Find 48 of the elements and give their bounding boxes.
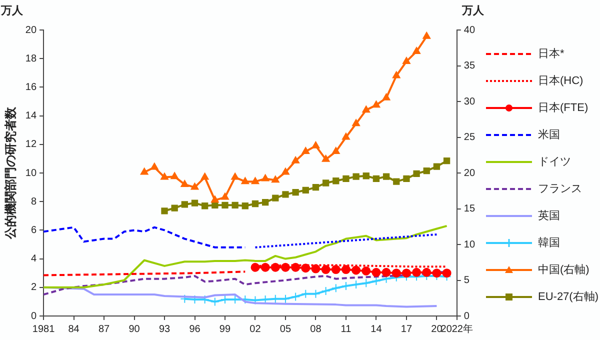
legend-label: 韓国 [538, 236, 560, 250]
legend-label: 中国(右軸) [538, 263, 590, 277]
legend-label: 英国 [538, 209, 560, 223]
x-tick-label: 2022年 [440, 322, 473, 335]
y2-tick-label: 10 [464, 239, 476, 250]
x-tick-label: 17 [400, 324, 412, 335]
y2-tick-label: 40 [464, 24, 476, 36]
x-tick-label: 90 [128, 324, 140, 335]
legend-label: フランス [538, 182, 582, 196]
x-tick-label: 14 [370, 324, 382, 335]
legend-label: 日本(FTE) [538, 101, 588, 115]
x-tick-label: 08 [310, 324, 322, 335]
x-tick-label: 99 [219, 324, 231, 335]
y2-tick-label: 35 [464, 60, 476, 72]
y-tick-label: 6 [30, 224, 37, 236]
text: 万人 [0, 5, 24, 17]
x-tick-label: 11 [340, 324, 352, 335]
legend-label: EU-27(右軸) [538, 290, 599, 304]
legend-label: 日本(HC) [538, 74, 584, 88]
x-tick-label: 02 [250, 324, 262, 335]
y2-tick-label: 15 [464, 204, 476, 214]
y-axis-title: 公的機関部門の研究者数 [4, 106, 18, 240]
y-tick-label: 4 [30, 254, 37, 265]
y-tick-label: 18 [25, 53, 37, 64]
x-tick-label: 05 [280, 324, 292, 335]
x-tick-label: 20 [431, 324, 443, 335]
y-tick-label: 10 [25, 168, 37, 179]
legend-label: 米国 [538, 128, 560, 142]
y-tick-label: 8 [30, 196, 37, 208]
y2-tick-label: 25 [464, 132, 476, 143]
x-tick-label: 84 [68, 324, 80, 335]
x-tick-label: 87 [98, 324, 110, 335]
y-tick-label: 14 [25, 110, 37, 122]
legend-label: 日本* [538, 47, 564, 61]
y-tick-label: 20 [25, 24, 37, 36]
y-tick-label: 12 [25, 139, 37, 150]
y2-tick-label: 5 [464, 275, 470, 286]
y2-tick-label: 30 [464, 96, 476, 108]
y-tick-label: 16 [25, 82, 37, 93]
y2-tick-label: 0 [464, 310, 470, 322]
x-tick-label: 1981 [32, 324, 56, 335]
y2-tick-label: 20 [464, 168, 476, 179]
legend-label: ドイツ [538, 155, 571, 169]
y-tick-label: 0 [30, 310, 37, 322]
x-tick-label: 96 [189, 324, 201, 335]
y-tick-label: 2 [30, 282, 37, 294]
x-tick-label: 93 [158, 324, 171, 335]
text: 万人 [460, 5, 485, 17]
